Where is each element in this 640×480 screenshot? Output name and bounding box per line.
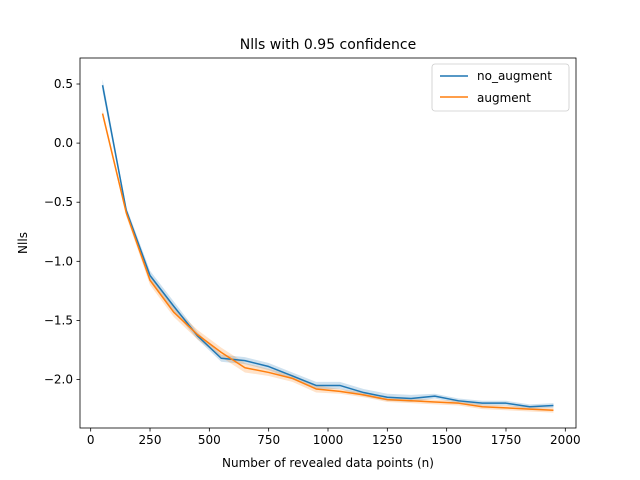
x-axis-ticks: 0 250 500 750 1000 1250 1500 1750 2000: [87, 428, 581, 447]
x-tick-label: 250: [139, 433, 162, 447]
x-tick-label: 2000: [550, 433, 581, 447]
line-augment: [101, 113, 554, 412]
x-axis-label: Number of revealed data points (n): [222, 456, 434, 470]
x-tick-label: 1000: [313, 433, 344, 447]
legend-label-augment: augment: [477, 91, 531, 105]
y-tick-label: −1.5: [44, 313, 73, 327]
y-tick-label: 0.5: [54, 77, 73, 91]
legend: no_augment augment: [431, 63, 570, 112]
y-tick-label: −0.5: [44, 195, 73, 209]
x-tick-label: 500: [198, 433, 221, 447]
y-tick-label: −2.0: [44, 373, 73, 387]
line-no-augment: [101, 85, 554, 408]
y-axis-label: Nlls: [16, 232, 30, 254]
x-tick-label: 1250: [372, 433, 403, 447]
x-tick-label: 1750: [491, 433, 522, 447]
x-tick-label: 0: [87, 433, 95, 447]
legend-label-no-augment: no_augment: [477, 69, 552, 83]
series-lines: [101, 85, 554, 412]
y-tick-label: 0.0: [54, 136, 73, 150]
x-tick-label: 750: [257, 433, 280, 447]
y-tick-label: −1.0: [44, 254, 73, 268]
x-tick-label: 1500: [431, 433, 462, 447]
y-axis-ticks: 0.5 0.0 −0.5 −1.0 −1.5 −2.0: [44, 77, 80, 387]
chart-title: Nlls with 0.95 confidence: [240, 37, 416, 53]
